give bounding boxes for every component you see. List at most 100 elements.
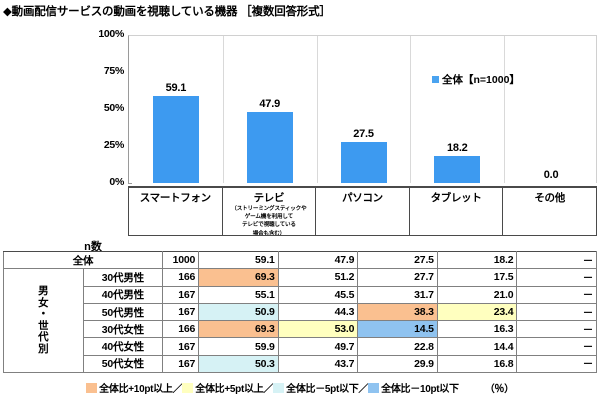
y-tick-mark [128,183,132,184]
highlight-legend: 全体比+10pt以上／ 全体比+5pt以上／ 全体比－5pt以下／ 全体比－10pt以… [0,380,600,395]
highlight-legend-label: 全体比－5pt以下／ [286,384,369,395]
x-axis-category: テレビ （ストリーミングスティックや ゲーム機を利用して テレビで視聴している 場合も含… [223,188,317,235]
cell-value: 59.9 [198,337,279,356]
x-axis-category-label: パソコン [342,192,383,204]
cell-value: 69.3 [198,320,279,339]
table-row: 30代女性 166 69.3 53.0 14.5 16.3 － [4,320,597,339]
table-row: 50代男性 167 50.9 44.3 38.3 23.4 － [4,302,597,322]
cell-value: 59.1 [198,250,279,270]
cell-value: 16.8 [436,354,518,374]
x-axis-category: パソコン [316,188,410,235]
x-axis-category-label: タブレット [430,192,482,204]
x-axis-category-sublabel: ゲーム機を利用して [244,214,293,221]
page-title: ◆動画配信サービスの動画を視聴している機器 ［複数回答形式］ [3,6,331,18]
row-label: 40代女性 [82,337,164,356]
cell-value: 14.4 [436,337,518,356]
cell-value: 21.0 [436,285,518,304]
legend-swatch [432,76,439,83]
data-table: 全体 1000 59.1 47.9 27.5 18.2 －男女・世代別 30代男性 166 69.… [2,250,597,374]
highlight-legend-swatch [368,382,380,393]
cell-value: 69.3 [198,268,279,287]
cell-value: 29.9 [357,354,438,374]
x-axis-category-label: その他 [534,192,565,204]
bar [152,95,199,183]
cell-value: 23.4 [436,302,518,322]
cell-value-other: － [516,320,597,339]
highlight-legend-swatch [273,382,285,393]
x-axis-category-sublabel: （ストリーミングスティックや [231,206,307,212]
y-tick-label: 0% [109,176,124,188]
cell-value: 17.5 [436,268,518,287]
table-row: 全体 1000 59.1 47.9 27.5 18.2 － [2,250,597,270]
row-label-total: 全体 [2,250,164,270]
plot-column-divider [504,36,506,183]
cell-value: 27.7 [357,268,438,287]
table-side-label: 男女・世代別 [3,268,84,374]
table-row: 40代男性 167 55.1 45.5 31.7 21.0 － [4,285,597,304]
highlight-legend-label: 全体比+5pt以上／ [195,384,274,395]
cell-value: 50.3 [198,354,279,374]
cell-value-other: － [516,250,597,270]
bar-value-label: 59.1 [165,81,187,94]
table-row: 40代女性 167 59.9 49.7 22.8 14.4 － [4,337,597,356]
unit-label: （％） [484,384,514,395]
legend-label: 全体【n=1000】 [442,74,520,86]
plot-column-divider [222,36,224,183]
cell-n: 167 [162,354,200,374]
cell-value: 50.9 [198,302,279,322]
row-label: 50代男性 [82,302,164,322]
cell-value: 44.3 [277,302,359,322]
x-axis-category: タブレット [410,188,504,235]
y-tick-label: 75% [103,65,124,77]
bar-chart: 0% 25% 50% 75% 100% 59.1 47.9 27.5 18.2 0.0 全体【n… [0,28,600,188]
row-label: 30代女性 [82,320,164,339]
x-axis-category-sublabel: 場合も含む） [252,230,286,235]
y-tick-label: 50% [103,102,124,114]
cell-n: 166 [162,268,200,287]
row-label: 30代男性 [82,268,164,287]
table-row: 男女・世代別 30代男性 166 69.3 51.2 27.7 17.5 － [3,268,597,374]
cell-value: 18.2 [436,250,518,270]
bar-value-label: 18.2 [446,142,468,155]
cell-value: 16.3 [436,320,518,339]
row-label: 50代女性 [82,354,164,374]
x-axis-category-label: テレビ [253,192,285,204]
cell-value: 51.2 [277,268,359,287]
cell-value-other: － [516,354,597,374]
cell-value: 22.8 [357,337,438,356]
cell-value: 47.9 [277,250,359,270]
cell-value: 45.5 [277,285,359,304]
cell-value: 49.7 [277,337,359,356]
bar [434,156,481,183]
cell-value: 31.7 [357,285,438,304]
chart-legend: 全体【n=1000】 [432,72,520,87]
bar-value-label: 27.5 [353,128,374,141]
x-axis-categories: スマートフォン テレビ （ストリーミングスティックや ゲーム機を利用して テレビで視聴し… [128,186,597,236]
cell-value: 14.5 [357,320,438,339]
cell-value: 53.0 [277,320,359,339]
cell-n: 167 [162,337,200,356]
bar-value-label: 47.9 [259,98,280,111]
cell-n: 166 [162,320,200,339]
cell-value-other: － [516,285,597,304]
highlight-legend-swatch [182,382,194,393]
cell-value: 38.3 [357,302,438,322]
bar-value-label: 0.0 [543,169,559,181]
x-axis-category: スマートフォン [129,188,223,235]
n-header-label: n数 [84,241,102,253]
cell-value-other: － [516,268,597,287]
y-tick-label: 100% [98,28,124,40]
highlight-legend-item: 全体比－5pt以下／ [273,380,368,395]
x-axis-category: その他 [503,188,596,235]
cell-value-other: － [516,302,597,322]
bar [246,112,293,183]
highlight-legend-item: 全体比+5pt以上／ [182,380,273,395]
cell-n: 167 [162,285,200,304]
cell-value-other: － [516,337,597,356]
cell-value: 55.1 [198,285,279,304]
cell-n: 167 [162,302,200,322]
highlight-legend-item: 全体比+10pt以上／ [86,380,183,395]
plot-column-divider [316,36,318,183]
highlight-legend-label: 全体比+10pt以上／ [99,384,183,395]
x-axis-category-label: スマートフォン [139,192,211,204]
